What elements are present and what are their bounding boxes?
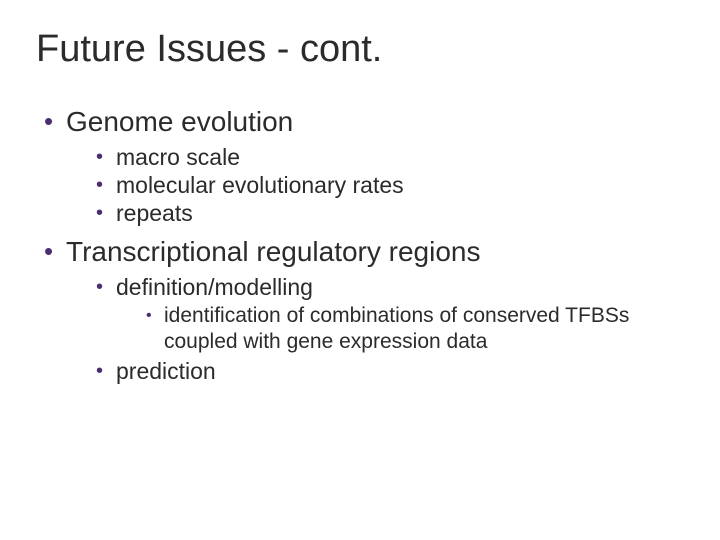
list-item: Genome evolution macro scale molecular e…: [36, 105, 684, 227]
bullet-list-level-3: identification of combinations of conser…: [116, 303, 684, 355]
list-item: Transcriptional regulatory regions defin…: [36, 235, 684, 385]
bullet-list-level-2: macro scale molecular evolutionary rates…: [66, 143, 684, 227]
bullet-list-level-2: definition/modelling identification of c…: [66, 273, 684, 385]
slide-title: Future Issues - cont.: [36, 28, 684, 71]
slide: Future Issues - cont. Genome evolution m…: [0, 0, 720, 540]
list-item-text: Transcriptional regulatory regions: [66, 236, 481, 267]
list-item-text: molecular evolutionary rates: [116, 172, 404, 198]
list-item: repeats: [66, 199, 684, 227]
list-item: macro scale: [66, 143, 684, 171]
list-item-text: definition/modelling: [116, 274, 313, 300]
list-item: definition/modelling identification of c…: [66, 273, 684, 355]
list-item: prediction: [66, 357, 684, 385]
list-item-text: prediction: [116, 358, 216, 384]
list-item: molecular evolutionary rates: [66, 171, 684, 199]
list-item-text: macro scale: [116, 144, 240, 170]
list-item-text: Genome evolution: [66, 106, 293, 137]
list-item-text: identification of combinations of conser…: [164, 304, 629, 353]
list-item-text: repeats: [116, 200, 193, 226]
bullet-list-level-1: Genome evolution macro scale molecular e…: [36, 105, 684, 385]
list-item: identification of combinations of conser…: [116, 303, 684, 355]
